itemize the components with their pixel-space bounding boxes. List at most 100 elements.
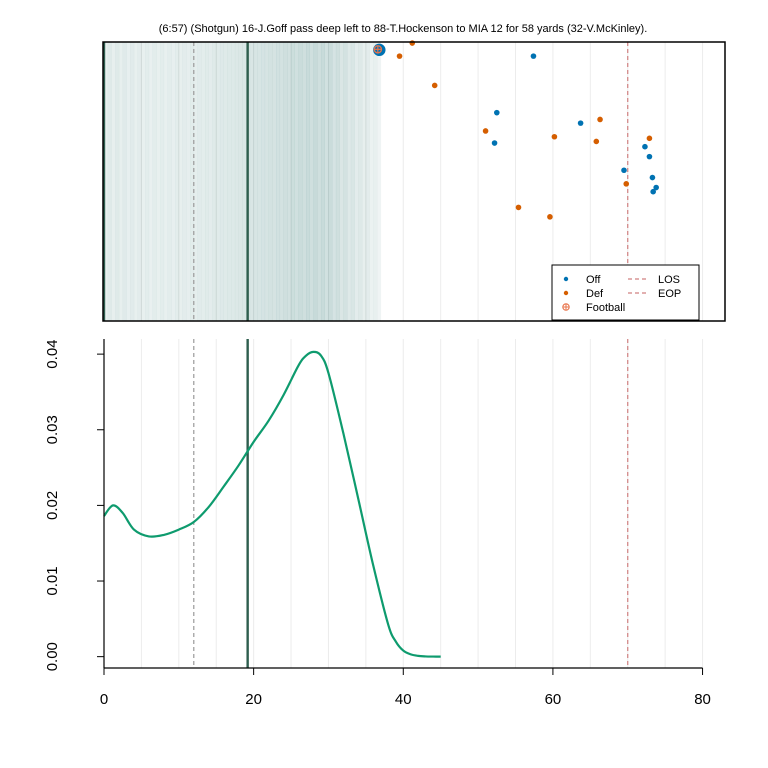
density-strip <box>369 42 374 321</box>
density-strip <box>264 42 269 321</box>
density-strip <box>343 42 348 321</box>
density-strip <box>208 42 213 321</box>
density-strip <box>324 42 329 321</box>
legend-label-def: Def <box>586 288 604 300</box>
density-strip <box>279 42 284 321</box>
density-curve <box>103 350 441 658</box>
density-shading <box>104 42 382 321</box>
density-strip <box>268 42 273 321</box>
density-strip <box>365 42 370 321</box>
density-strip <box>171 42 176 321</box>
density-strip <box>223 42 228 321</box>
density-strip <box>167 42 172 321</box>
density-strip <box>272 42 277 321</box>
defense-player-point <box>646 135 653 142</box>
offense-player-point <box>494 109 500 116</box>
chart-title: (6:57) (Shotgun) 16-J.Goff pass deep lef… <box>159 23 648 35</box>
y-tick-label: 0.03 <box>44 415 61 444</box>
field-panel: Off Def Football LOS EOP <box>102 40 726 322</box>
density-strip <box>358 42 363 321</box>
offense-player-point <box>642 143 648 150</box>
density-strip <box>115 42 120 321</box>
y-tick-label: 0.00 <box>44 642 61 671</box>
density-strip <box>219 42 224 321</box>
density-line <box>103 350 441 658</box>
offense-player-point <box>653 184 659 191</box>
density-strip <box>249 42 254 321</box>
density-strip <box>156 42 161 321</box>
density-strip <box>347 42 352 321</box>
density-strip <box>175 42 180 321</box>
density-strip <box>231 42 236 321</box>
density-strip <box>362 42 367 321</box>
density-strip <box>141 42 146 321</box>
x-tick-label: 20 <box>245 691 262 708</box>
density-strip <box>335 42 340 321</box>
density-strip <box>178 42 183 321</box>
density-strip <box>238 42 243 321</box>
offense-player-point <box>621 167 627 174</box>
density-strip <box>190 42 194 321</box>
density-strip <box>118 42 123 321</box>
density-panel: 0.00 0.01 0.02 0.03 0.04 0 20 40 60 80 <box>44 339 711 708</box>
legend-label-off: Off <box>586 274 601 286</box>
density-strip <box>122 42 127 321</box>
density-strip <box>145 42 150 321</box>
density-strip <box>320 42 325 321</box>
density-strip <box>201 42 206 321</box>
density-strip <box>313 42 318 321</box>
density-strip <box>130 42 135 321</box>
defense-player-point <box>396 53 403 59</box>
defense-player-point <box>597 116 603 123</box>
density-strip <box>294 42 299 321</box>
density-strip <box>234 42 239 321</box>
density-strip <box>242 42 247 321</box>
player-points <box>373 40 659 220</box>
density-strip <box>126 42 131 321</box>
density-strip <box>160 42 165 321</box>
offense-player-point <box>650 188 656 195</box>
defense-player-point <box>431 82 438 89</box>
legend-symbol-off <box>563 276 569 282</box>
defense-player-point <box>482 128 489 134</box>
density-strip <box>163 42 168 321</box>
density-strip <box>253 42 258 321</box>
defense-player-point <box>409 40 416 46</box>
legend-label-eop: EOP <box>658 288 681 300</box>
density-strip <box>182 42 187 321</box>
legend-label-los: LOS <box>658 274 680 286</box>
density-strip <box>287 42 292 321</box>
legend-box <box>551 264 700 321</box>
density-strip <box>309 42 314 321</box>
density-strip <box>298 42 303 321</box>
density-strip <box>317 42 322 321</box>
density-strip <box>227 42 232 321</box>
defense-player-point <box>547 214 553 220</box>
offense-player-point <box>530 53 537 59</box>
density-strip <box>186 42 191 321</box>
y-tick-label: 0.01 <box>44 566 61 595</box>
defense-player-point <box>593 138 600 145</box>
density-strip <box>104 42 108 321</box>
density-strip <box>350 42 355 321</box>
density-strip <box>276 42 281 321</box>
x-tick-label: 40 <box>395 691 412 708</box>
y-tick-label: 0.02 <box>44 491 61 520</box>
density-strip <box>152 42 157 321</box>
density-strip <box>107 42 112 321</box>
density-strip <box>257 42 262 321</box>
density-strip <box>193 42 198 321</box>
density-strip <box>354 42 359 321</box>
defense-player-point <box>623 181 630 187</box>
x-tick-label: 60 <box>545 691 562 708</box>
density-strip <box>111 42 116 321</box>
y-tick-label: 0.04 <box>44 339 61 368</box>
density-axes: 0.00 0.01 0.02 0.03 0.04 0 20 40 60 80 <box>44 339 711 708</box>
x-tick-label: 0 <box>100 691 108 708</box>
density-strip <box>306 42 310 321</box>
legend-symbol-def <box>563 290 569 296</box>
density-strip <box>283 42 288 321</box>
density-strip <box>133 42 138 321</box>
density-strip <box>216 42 221 321</box>
